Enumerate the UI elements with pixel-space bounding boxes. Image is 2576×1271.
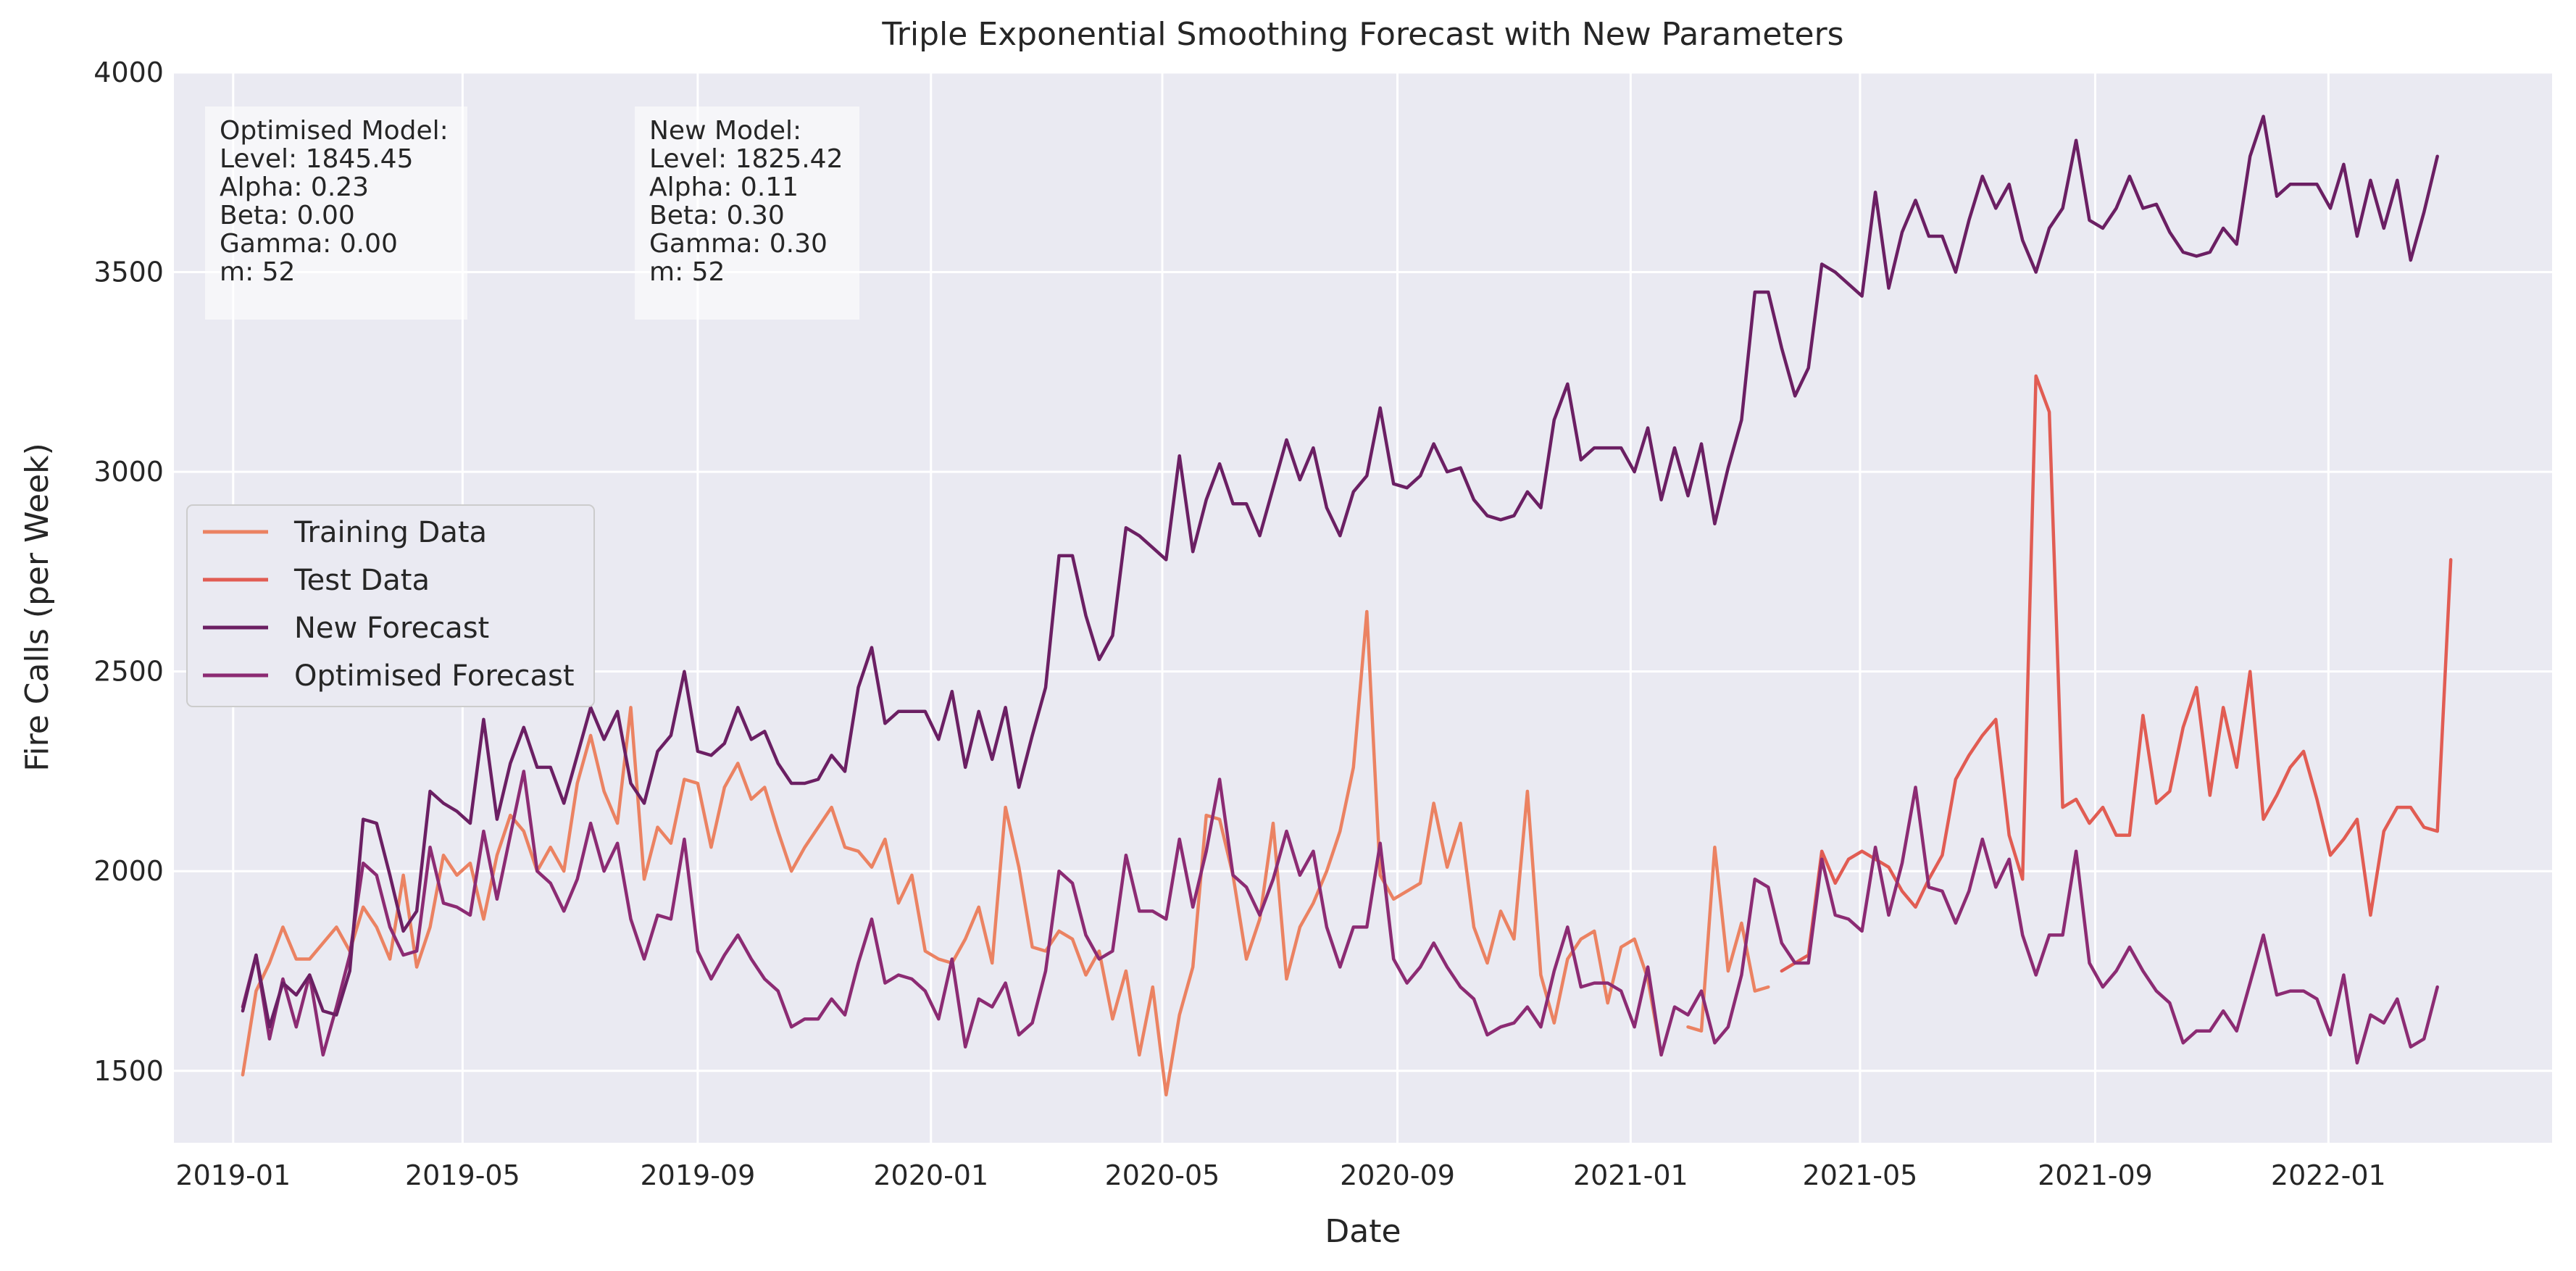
x-tick-label: 2019-09 <box>640 1159 755 1191</box>
x-tick-label: 2020-05 <box>1105 1159 1220 1191</box>
y-axis-ticks: 1500 2000 2500 3000 3500 4000 <box>93 57 164 1087</box>
y-tick-label: 3500 <box>93 257 164 288</box>
annotation-line: Beta: 0.00 <box>220 201 355 230</box>
legend-label: Test Data <box>293 564 430 597</box>
y-axis-label: Fire Calls (per Week) <box>19 443 56 772</box>
series-line-test-data <box>1780 374 2453 973</box>
annotation-line: New Model: <box>649 116 801 146</box>
legend: Training Data Test Data New Forecast Optimi… <box>186 504 595 707</box>
x-tick-label: 2020-01 <box>873 1159 988 1191</box>
series-lines <box>241 114 2453 1097</box>
x-axis-ticks: 2019-01 2019-05 2019-09 2020-01 2020-05 2020-… <box>175 1159 2385 1191</box>
legend-label: Training Data <box>293 516 487 549</box>
x-tick-label: 2020-09 <box>1340 1159 1455 1191</box>
annotation-line: m: 52 <box>220 257 295 287</box>
x-tick-label: 2021-05 <box>1803 1159 1918 1191</box>
annotation-line: Beta: 0.30 <box>649 201 785 230</box>
x-tick-label: 2019-01 <box>175 1159 291 1191</box>
annotation-line: Gamma: 0.30 <box>649 229 828 259</box>
annotation-line: Level: 1845.45 <box>220 144 413 174</box>
legend-label: New Forecast <box>294 612 489 645</box>
series-line-new-forecast <box>241 114 2439 1029</box>
annotation-line: Optimised Model: <box>220 116 449 146</box>
annotation-background <box>635 107 859 320</box>
y-tick-label: 2000 <box>93 855 164 887</box>
legend-frame <box>186 504 595 707</box>
annotation-line: Level: 1825.42 <box>649 144 843 174</box>
x-tick-label: 2021-01 <box>1573 1159 1688 1191</box>
y-tick-label: 1500 <box>93 1055 164 1087</box>
x-axis-label: Date <box>1325 1213 1401 1250</box>
x-tick-label: 2019-05 <box>405 1159 520 1191</box>
series-line-optimised-forecast <box>241 770 2439 1065</box>
x-tick-label: 2022-01 <box>2271 1159 2386 1191</box>
y-tick-label: 2500 <box>93 656 164 688</box>
annotation-line: Alpha: 0.23 <box>220 172 369 202</box>
chart-title: Triple Exponential Smoothing Forecast wi… <box>881 16 1843 53</box>
y-tick-label: 3000 <box>93 456 164 488</box>
annotation-line: Gamma: 0.00 <box>220 229 398 259</box>
x-tick-label: 2021-09 <box>2038 1159 2153 1191</box>
legend-label: Optimised Forecast <box>294 659 575 693</box>
y-tick-label: 4000 <box>93 57 164 88</box>
annotation-line: Alpha: 0.11 <box>649 172 799 202</box>
annotation-background <box>205 107 467 320</box>
annotation-line: m: 52 <box>649 257 725 287</box>
